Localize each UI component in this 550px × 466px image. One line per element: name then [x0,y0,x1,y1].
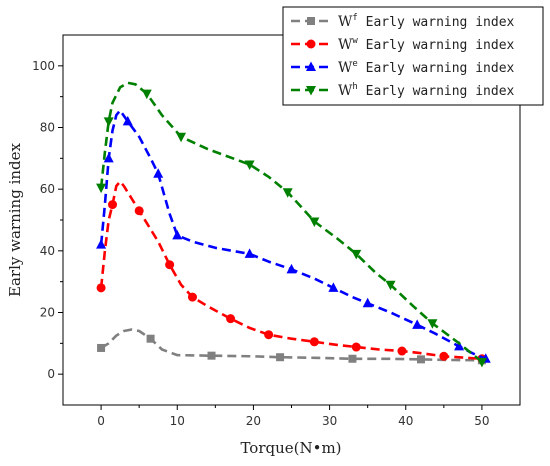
data-point-e [122,115,133,126]
data-point-h [96,183,107,194]
data-point-e [96,239,107,249]
legend-label-w: Ww Early warning index [338,36,515,53]
data-point-f [416,355,425,364]
data-point-h [309,217,320,228]
data-point-w [226,314,236,324]
legend-label-f: Wf Early warning index [338,13,515,30]
y-tick-label: 0 [47,367,55,381]
data-point-w [187,292,197,302]
data-point-h [176,132,187,143]
y-tick-label: 40 [40,244,55,258]
data-point-h [282,188,293,198]
data-point-e [412,319,423,329]
y-tick-label: 20 [40,306,55,320]
y-tick-label: 80 [40,121,55,135]
x-tick-label: 30 [322,414,337,428]
data-point-w [96,283,106,293]
data-point-h [244,160,255,170]
data-point-h [351,249,362,260]
legend-label-e: We Early warning index [338,59,515,76]
series-layer [96,81,491,368]
x-tick-label: 10 [170,414,185,428]
data-point-e [286,263,297,274]
data-point-w [134,206,144,216]
legend-marker-w [306,39,316,49]
data-point-e [328,282,339,292]
legend-marker-f [307,17,315,25]
data-point-w [264,330,274,340]
data-point-h [385,280,396,291]
data-point-w [439,351,449,361]
x-axis-title: Torque(N•m) [240,439,341,457]
data-point-f [97,343,106,352]
data-point-e [244,248,255,258]
data-point-w [165,260,175,270]
legend-label-h: Wh Early warning index [338,82,515,99]
data-point-w [351,342,361,352]
y-axis-ticks: 0 20 40 60 80 100 [32,59,63,381]
series-f [97,328,486,365]
x-axis-ticks: 0 10 20 30 40 50 [97,405,490,428]
y-tick-label: 60 [40,182,55,196]
x-tick-label: 40 [398,414,413,428]
legend: Wf Early warning index Ww Early warning i… [282,6,544,106]
data-point-h [476,357,487,368]
data-point-w [108,200,118,210]
data-point-f [207,351,216,360]
data-point-w [309,337,319,347]
x-tick-label: 0 [97,414,105,428]
legend-box [282,6,544,106]
series-h [96,81,487,368]
x-tick-label: 50 [474,414,489,428]
series-e [96,109,491,363]
series-line-e [99,109,487,361]
data-point-e [153,168,164,178]
y-tick-label: 100 [32,59,55,73]
data-point-e [172,229,183,240]
data-point-e [454,340,465,351]
legend-marker-h [306,86,316,96]
series-line-w [99,180,482,361]
legend-marker-e [306,61,316,71]
data-point-h [141,89,152,100]
data-point-f [276,353,285,362]
data-point-f [348,354,357,363]
data-point-h [103,117,114,127]
data-point-w [397,346,407,356]
x-tick-label: 20 [246,414,261,428]
data-point-h [427,319,438,329]
data-point-f [146,334,155,343]
series-line-h [99,81,483,363]
data-point-e [103,152,114,163]
data-point-e [362,297,373,308]
y-axis-title: Early warning index [6,142,24,296]
series-line-f [100,328,482,362]
